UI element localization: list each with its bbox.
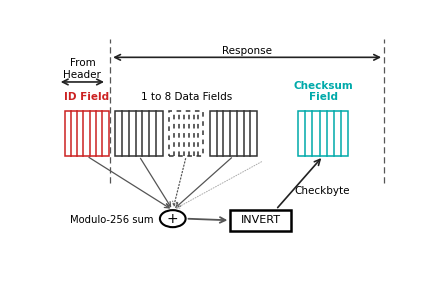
Circle shape	[160, 210, 186, 227]
Text: From
Header: From Header	[64, 58, 101, 80]
Text: +: +	[167, 212, 179, 226]
Text: 1 to 8 Data Fields: 1 to 8 Data Fields	[141, 92, 232, 102]
Bar	[230, 210, 291, 231]
Bar	[210, 111, 257, 156]
Text: Checkbyte: Checkbyte	[294, 186, 350, 196]
Text: Response: Response	[222, 46, 272, 56]
Bar	[115, 111, 163, 156]
Text: INVERT: INVERT	[241, 215, 281, 225]
Text: Modulo-256 sum: Modulo-256 sum	[70, 215, 153, 225]
Bar	[65, 111, 109, 156]
Text: Checksum
Field: Checksum Field	[293, 81, 353, 102]
Bar	[298, 111, 348, 156]
Text: ID Field: ID Field	[64, 92, 109, 102]
Bar	[169, 111, 203, 156]
